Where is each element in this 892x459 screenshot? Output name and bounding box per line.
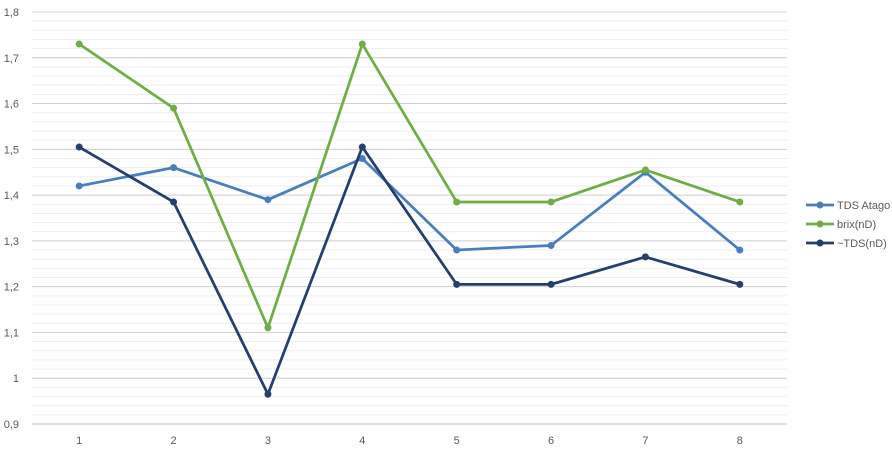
y-tick-label: 1 — [13, 373, 19, 385]
y-tick-label: 1,6 — [4, 99, 19, 111]
data-point — [75, 40, 83, 48]
data-point — [736, 280, 744, 288]
legend-label: TDS Atago — [837, 200, 890, 212]
legend-label: brix(nD) — [837, 219, 876, 231]
x-tick-label: 2 — [171, 435, 177, 447]
series-line — [77, 145, 742, 396]
y-tick-label: 1,3 — [4, 236, 19, 248]
x-tick-label: 5 — [454, 435, 460, 447]
data-point — [75, 182, 83, 190]
y-tick-label: 1,1 — [4, 327, 19, 339]
axes: 0,9 1 1,1 1,2 1,3 1,4 1,5 1,6 1,7 1,8 1 2 3 4 5 6 7 8 — [4, 7, 787, 447]
y-tick-label: 1,7 — [4, 53, 19, 65]
series-lines — [75, 40, 744, 398]
data-point — [75, 143, 83, 151]
y-tick-label: 1,8 — [4, 7, 19, 19]
legend: TDS Atago brix(nD) ~TDS(nD) — [806, 200, 890, 250]
data-point — [264, 196, 272, 204]
legend-marker — [816, 239, 824, 247]
data-point — [170, 164, 178, 172]
legend-label: ~TDS(nD) — [837, 238, 887, 250]
x-tick-label: 6 — [548, 435, 554, 447]
legend-entry: brix(nD) — [806, 219, 876, 231]
data-point — [358, 143, 366, 151]
x-tick-label: 8 — [737, 435, 743, 447]
x-tick-label: 3 — [265, 435, 271, 447]
data-point — [547, 198, 555, 206]
x-tick-label: 4 — [359, 435, 365, 447]
legend-entry: TDS Atago — [806, 200, 890, 212]
data-point — [453, 246, 461, 254]
series-2 — [75, 143, 744, 398]
data-point — [547, 241, 555, 249]
series-1 — [75, 40, 744, 332]
series-line — [77, 42, 742, 330]
data-point — [547, 280, 555, 288]
x-tick-label: 1 — [76, 435, 82, 447]
data-point — [453, 280, 461, 288]
y-tick-label: 1,4 — [4, 190, 19, 202]
data-point — [736, 246, 744, 254]
data-point — [358, 40, 366, 48]
x-tick-label: 7 — [642, 435, 648, 447]
data-point — [264, 324, 272, 332]
y-tick-label: 0,9 — [4, 419, 19, 431]
data-point — [358, 154, 366, 162]
data-point — [736, 198, 744, 206]
data-point — [264, 390, 272, 398]
series-0 — [75, 154, 744, 254]
data-point — [170, 198, 178, 206]
data-point — [641, 253, 649, 261]
data-point — [641, 166, 649, 174]
y-tick-label: 1,2 — [4, 282, 19, 294]
legend-marker — [816, 201, 824, 209]
series-line — [77, 157, 742, 252]
data-point — [170, 104, 178, 112]
data-point — [453, 198, 461, 206]
y-tick-label: 1,5 — [4, 144, 19, 156]
legend-marker — [816, 220, 824, 228]
legend-entry: ~TDS(nD) — [806, 238, 887, 250]
